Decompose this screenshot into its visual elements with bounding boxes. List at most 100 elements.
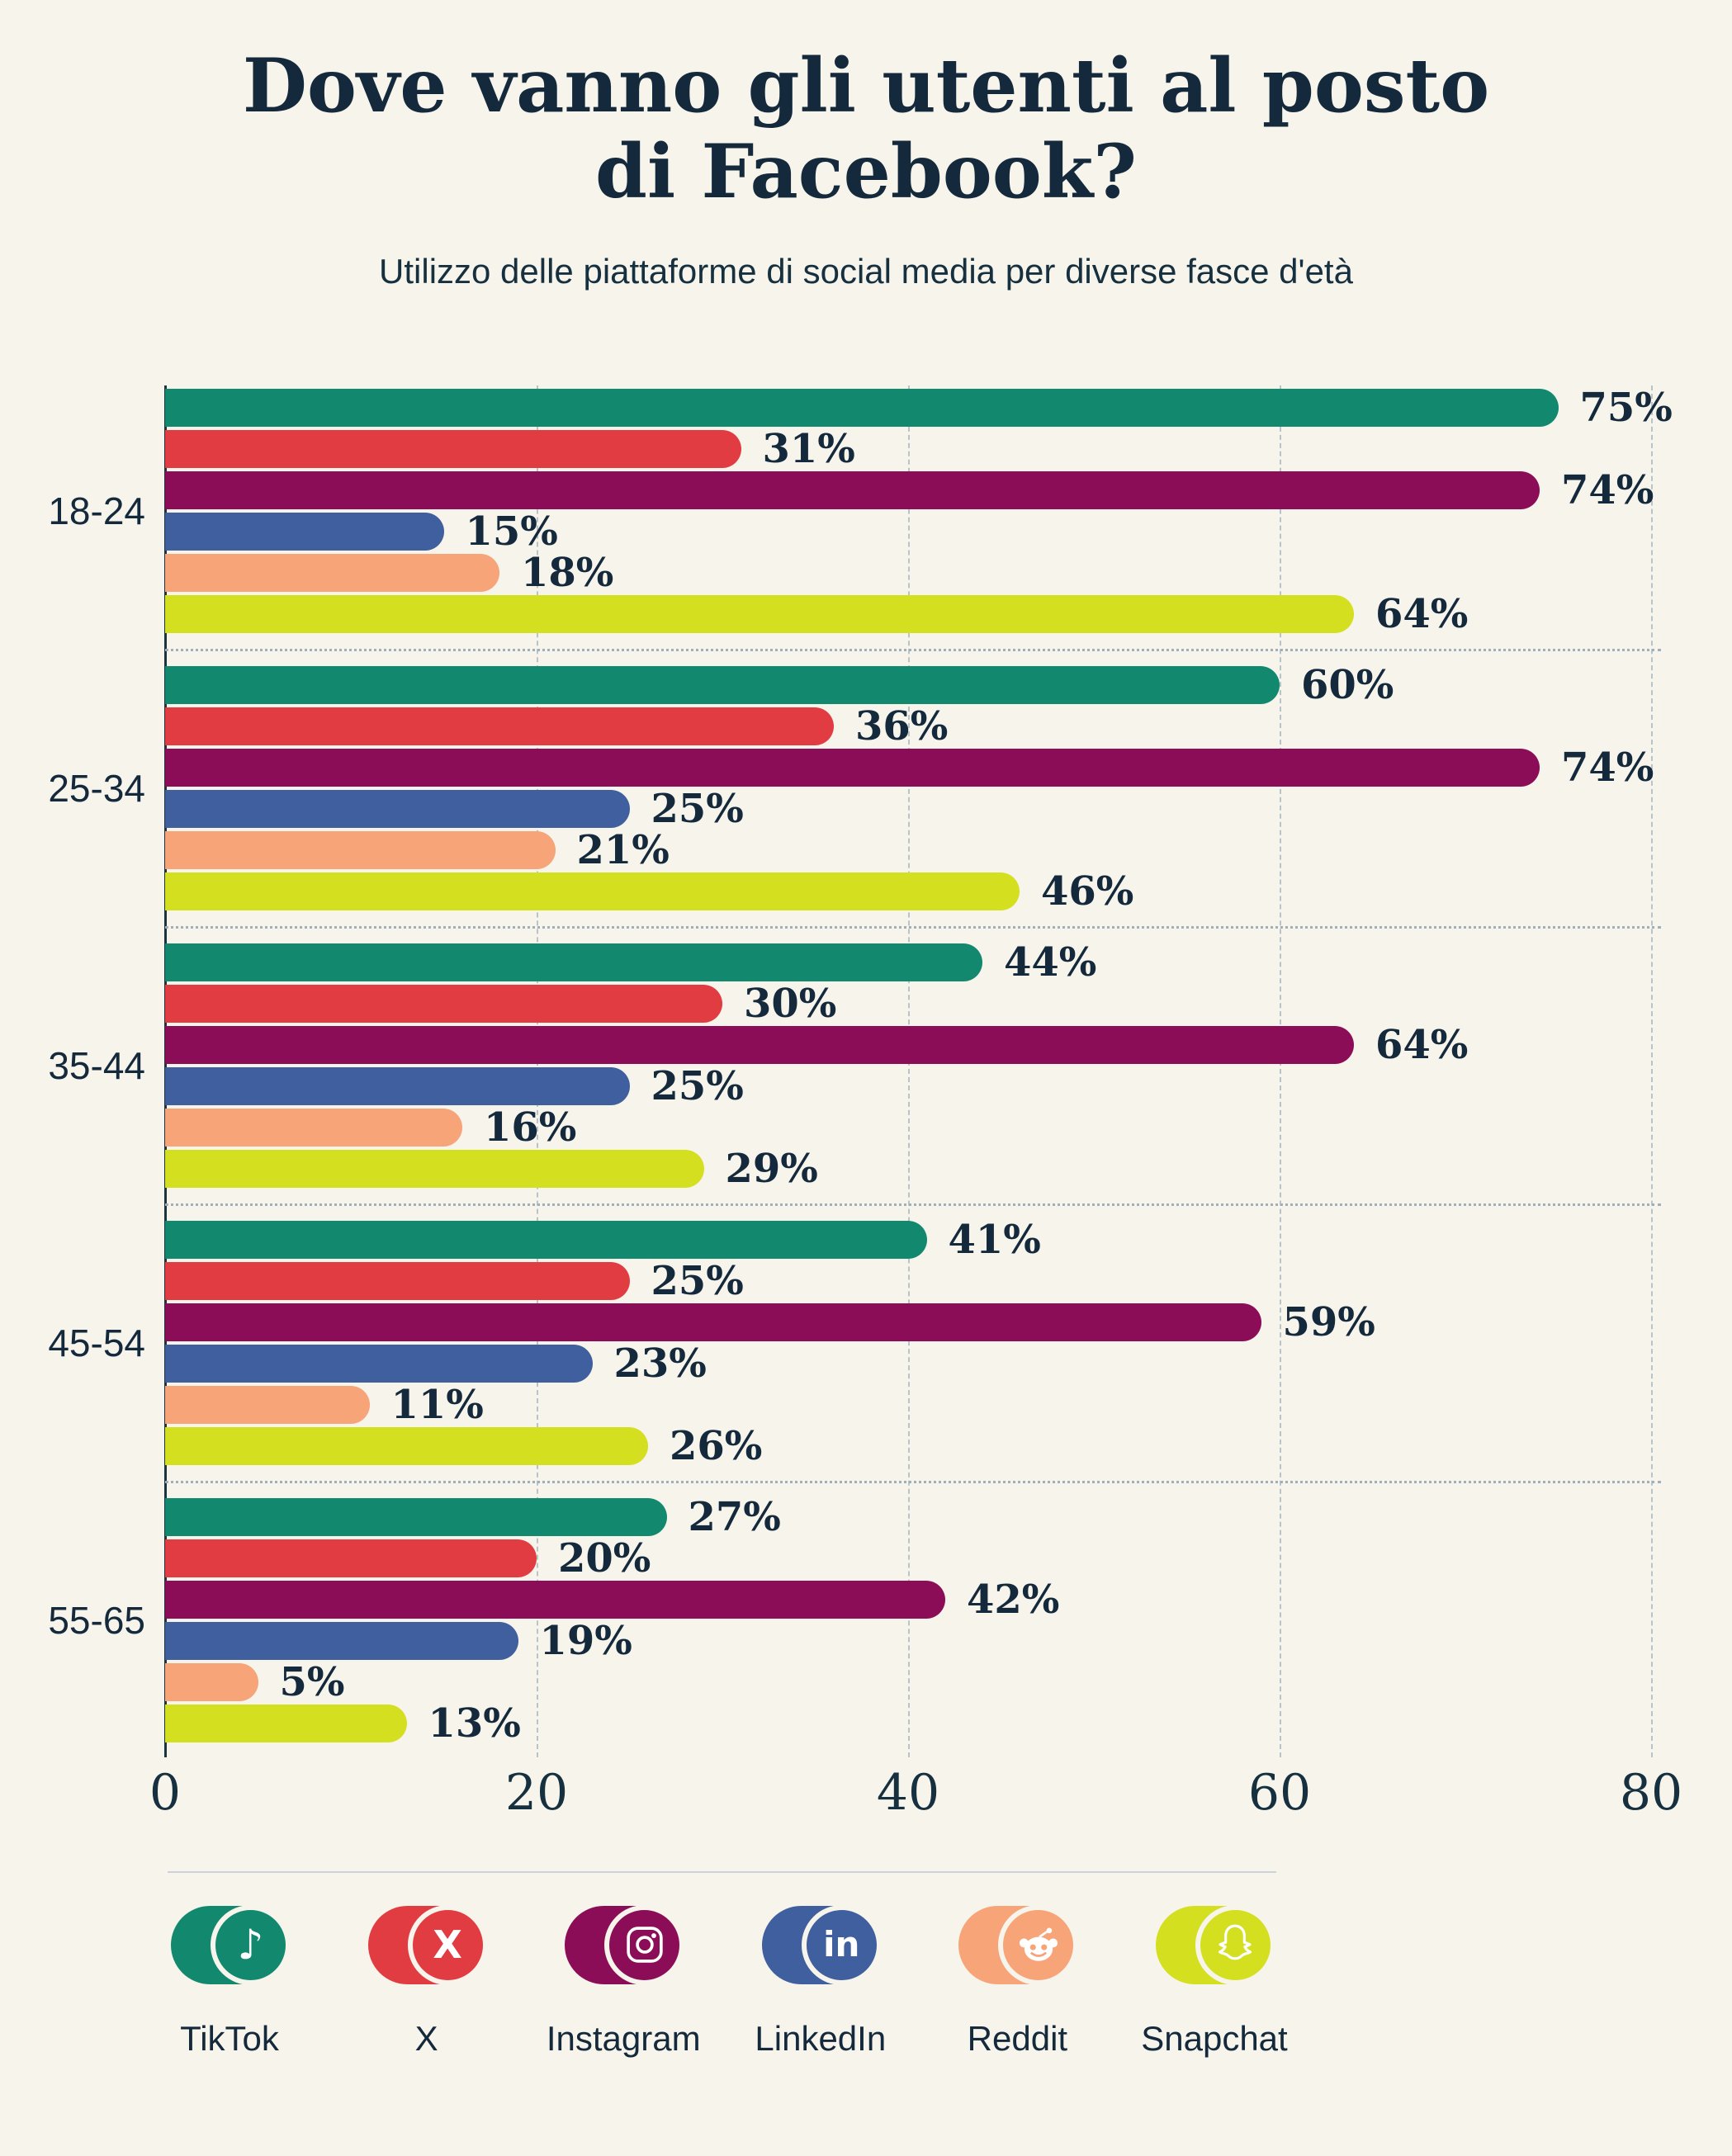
instagram-camera-glyph (626, 1927, 663, 1963)
bar-value-label: 64% (1375, 590, 1469, 637)
x-icon: X (367, 1904, 488, 1985)
age-group-label: 18-24 (48, 489, 145, 532)
bars-45-54: 41% 25% 59% 23% 11% 26% (165, 1217, 1375, 1469)
bar-reddit-45-54 (165, 1385, 370, 1424)
bar-snapchat-55-65 (165, 1704, 407, 1742)
age-group-55-65: 55-65 27% 20% 42% 19% 5% 13% (0, 1494, 1732, 1747)
bar-tiktok-18-24 (165, 388, 1559, 427)
tiktok-note-glyph: ♪ (237, 1921, 264, 1969)
age-group-25-34: 25-34 60% 36% 74% 25% 21% 46% (0, 662, 1732, 929)
tiktok-icon-circle: ♪ (211, 1904, 291, 1985)
bar-tiktok-55-65 (165, 1497, 667, 1536)
bar-value-label: 19% (539, 1617, 632, 1664)
bars-35-44: 44% 30% 64% 25% 16% 29% (165, 939, 1468, 1192)
page-title-line2: di Facebook? (595, 128, 1137, 216)
bar-snapchat-45-54 (165, 1426, 648, 1465)
x-icon-circle: X (407, 1904, 488, 1985)
bars-25-34: 60% 36% 74% 25% 21% 46% (165, 662, 1654, 915)
linkedin-icon-circle: in (801, 1904, 882, 1985)
bar-row: 5% (165, 1659, 1059, 1705)
age-group-35-44: 35-44 44% 30% 64% 25% 16% 29% (0, 939, 1732, 1206)
legend-label: X (414, 2018, 438, 2058)
bar-value-label: 31% (762, 425, 855, 472)
page-title: Dove vanno gli utenti al posto di Facebo… (0, 43, 1732, 215)
group-separator (165, 1203, 1661, 1206)
bar-value-label: 46% (1041, 868, 1134, 915)
legend: ♪ TikTok X X Instagram in (168, 1904, 1288, 2059)
legend-divider (168, 1870, 1276, 1873)
group-separator (165, 925, 1661, 929)
bar-value-label: 75% (1579, 384, 1673, 431)
reddit-icon (958, 1904, 1079, 1985)
bar-value-label: 44% (1004, 939, 1097, 986)
bar-row: 74% (165, 745, 1654, 791)
tiktok-icon: ♪ (171, 1904, 291, 1985)
age-group-label: 45-54 (48, 1321, 145, 1364)
bar-row: 27% (165, 1494, 1059, 1540)
bar-row: 20% (165, 1535, 1059, 1582)
grouped-bar-chart: 18-24 75% 31% 74% 15% 18% 64% 25-34 60% 36% 74% 25%… (0, 385, 1732, 1840)
legend-item-reddit: Reddit (955, 1904, 1079, 2059)
bar-row: 59% (165, 1299, 1375, 1345)
bar-row: 60% (165, 662, 1654, 708)
bar-x-45-54 (165, 1261, 630, 1300)
x-tick-0: 0 (149, 1763, 182, 1822)
legend-item-linkedin: in LinkedIn (755, 1904, 886, 2059)
chart-subtitle: Utilizzo delle piattaforme di social med… (379, 251, 1353, 291)
bar-reddit-18-24 (165, 553, 499, 592)
x-tick-20: 20 (504, 1763, 569, 1822)
bar-row: 41% (165, 1217, 1375, 1263)
bar-value-label: 26% (670, 1422, 763, 1469)
bar-value-label: 74% (1561, 466, 1654, 513)
bar-reddit-25-34 (165, 830, 556, 869)
bars-18-24: 75% 31% 74% 15% 18% 64% (165, 385, 1673, 637)
age-group-18-24: 18-24 75% 31% 74% 15% 18% 64% (0, 385, 1732, 651)
x-axis: 0 20 40 60 80 (149, 1763, 1682, 1840)
legend-item-tiktok: ♪ TikTok (168, 1904, 291, 2059)
bar-tiktok-25-34 (165, 665, 1280, 704)
bar-value-label: 27% (688, 1493, 781, 1540)
bar-x-35-44 (165, 984, 722, 1023)
bar-linkedin-25-34 (165, 789, 630, 828)
bar-value-label: 18% (521, 549, 614, 596)
age-group-label: 25-34 (48, 766, 145, 810)
bar-row: 19% (165, 1618, 1059, 1664)
bar-value-label: 25% (651, 1062, 744, 1109)
age-group-label: 35-44 (48, 1043, 145, 1087)
snapchat-icon (1155, 1904, 1275, 1985)
bar-tiktok-45-54 (165, 1220, 927, 1259)
bar-value-label: 36% (855, 702, 949, 749)
instagram-icon-circle (604, 1904, 685, 1985)
bar-row: 26% (165, 1423, 1375, 1469)
linkedin-in-glyph: in (823, 1924, 860, 1965)
bar-row: 75% (165, 385, 1673, 431)
bar-row: 74% (165, 467, 1673, 513)
bar-row: 25% (165, 1063, 1468, 1109)
bar-row: 25% (165, 786, 1654, 832)
bar-row: 64% (165, 591, 1673, 637)
bar-snapchat-25-34 (165, 872, 1020, 910)
bar-value-label: 20% (558, 1534, 651, 1582)
bar-x-55-65 (165, 1539, 537, 1577)
bar-value-label: 15% (465, 508, 558, 555)
x-tick-60: 60 (1247, 1763, 1312, 1822)
bar-instagram-18-24 (165, 470, 1540, 509)
page-title-line1: Dove vanno gli utenti al posto (242, 42, 1490, 130)
linkedin-icon: in (761, 1904, 882, 1985)
bar-linkedin-35-44 (165, 1066, 630, 1105)
bar-x-18-24 (165, 429, 741, 468)
bar-value-label: 21% (576, 826, 670, 873)
bar-row: 31% (165, 426, 1673, 472)
legend-label: Reddit (967, 2018, 1068, 2058)
x-tick-80: 80 (1619, 1763, 1683, 1822)
x-tick-40: 40 (876, 1763, 940, 1822)
bar-row: 36% (165, 703, 1654, 749)
age-group-label: 55-65 (48, 1598, 145, 1642)
bar-row: 42% (165, 1577, 1059, 1623)
bar-value-label: 30% (744, 980, 837, 1027)
bar-x-25-34 (165, 707, 834, 745)
snapchat-ghost-glyph (1219, 1924, 1252, 1960)
bar-instagram-45-54 (165, 1303, 1261, 1341)
group-separator (165, 1480, 1661, 1483)
bar-row: 15% (165, 508, 1673, 555)
